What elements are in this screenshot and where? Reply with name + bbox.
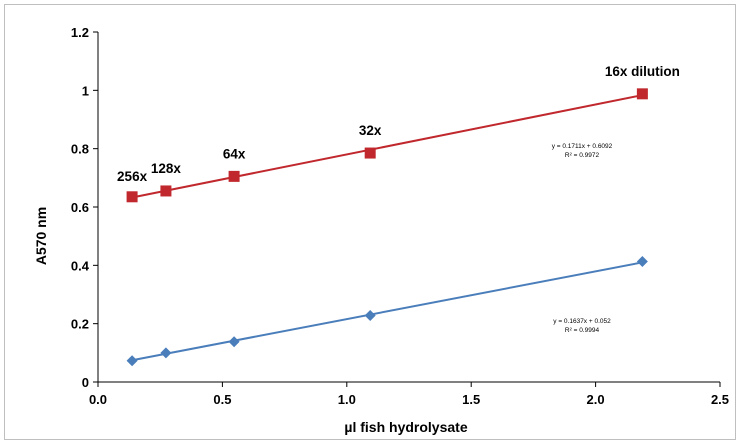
y-tick-label: 0.8	[71, 142, 89, 157]
y-tick-label: 0.4	[71, 258, 90, 273]
x-tick-label: 2.5	[711, 392, 729, 407]
square-point	[228, 170, 240, 182]
square-point	[364, 147, 376, 159]
x-tick-label: 1.5	[462, 392, 480, 407]
trendline-r-squared: R² = 0.9972	[565, 152, 600, 159]
trendline-equation: y = 0.1711x + 0.6092	[552, 143, 613, 150]
square-point	[636, 88, 648, 100]
trendline-equation: y = 0.1637x + 0.052	[553, 318, 611, 325]
y-tick-label: 0	[82, 375, 89, 390]
y-tick-label: 0.6	[71, 200, 89, 215]
dilution-label: 32x	[359, 123, 382, 138]
diamond-point	[160, 347, 172, 359]
x-tick-label: 2.0	[587, 392, 605, 407]
dilution-label: 16x dilution	[605, 64, 680, 79]
x-tick-label: 0.5	[213, 392, 231, 407]
diamond-point	[126, 355, 138, 367]
diamond-point	[364, 310, 376, 321]
chart-frame	[4, 4, 736, 440]
x-tick-label: 1.0	[338, 392, 356, 407]
trendline-r-squared: R² = 0.9994	[565, 327, 600, 334]
trendlines	[131, 94, 643, 362]
x-axis-label: µl fish hydrolysate	[344, 419, 467, 435]
square-point	[160, 185, 172, 197]
y-tick-label: 0.2	[71, 317, 89, 332]
y-tick-label: 1	[82, 83, 89, 98]
square-point	[126, 191, 138, 203]
y-axis-label: A570 nm	[33, 207, 49, 265]
dilution-label: 256x	[117, 169, 148, 184]
trendline-2	[131, 261, 643, 362]
trendline-1	[131, 94, 643, 199]
dilution-label: 64x	[223, 146, 246, 161]
y-tick-label: 1.2	[71, 25, 89, 40]
dilution-label: 128x	[151, 161, 182, 176]
diamond-point	[228, 336, 240, 348]
axes: 0 0.2 0.4 0.6 0.8 1 1.2 0.0 0.5 1.0 1.5 2.0 2.5	[71, 25, 729, 407]
data-points	[126, 88, 648, 367]
x-tick-label: 0.0	[89, 392, 107, 407]
diamond-point	[636, 256, 648, 268]
